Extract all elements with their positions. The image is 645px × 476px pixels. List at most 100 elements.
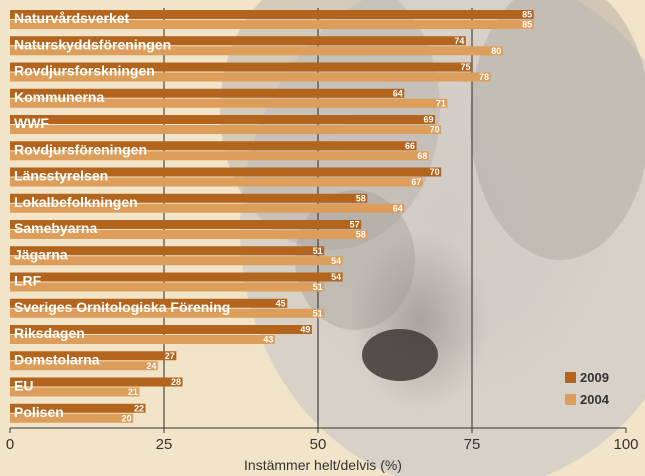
category-group: 74 80 Naturskyddsföreningen [10,36,503,56]
value-label-2009: 69 [424,115,434,125]
category-label: Polisen [14,404,64,420]
value-label-2009: 27 [165,351,175,361]
bar-2009 [10,298,288,308]
category-label: Rovdjursföreningen [14,141,147,157]
value-label-2009: 49 [300,325,310,335]
category-label: Samebyarna [14,220,97,236]
value-label-2009: 70 [430,167,440,177]
value-label-2009: 57 [350,220,360,230]
bar-2004 [10,20,534,29]
category-group: 64 71 Kommunerna [10,88,448,108]
bar-2009 [10,10,534,19]
category-group: 45 51 Sveriges Ornitologiska Förening [10,298,325,318]
bar-2004 [10,361,158,371]
bar-2009 [10,220,362,229]
bar-2004 [10,308,325,318]
value-label-2009: 74 [454,36,464,46]
bar-2009 [10,246,325,256]
category-label: Domstolarna [14,351,100,367]
x-tick-label: 100 [613,436,638,453]
value-label-2009: 66 [405,141,415,151]
x-axis: 0 25 50 75 100 [6,427,639,453]
category-label: Rovdjursforskningen [14,63,155,79]
bar-2004 [10,335,275,344]
legend-swatch-2009 [565,372,576,383]
category-group: 58 64 Lokalbefolkningen [10,193,405,213]
bar-2009 [10,377,183,387]
bar-2009 [10,62,472,72]
bar-2009 [10,272,343,282]
category-label: EU [14,378,33,394]
value-label-2004: 64 [393,203,403,213]
value-label-2009: 51 [313,246,323,256]
bar-2004 [10,151,429,161]
category-group: 28 21 EU [10,377,183,397]
bar-2004 [10,387,140,397]
value-label-2009: 54 [331,272,341,282]
category-label: WWF [14,115,49,131]
bar-2004 [10,177,423,187]
value-label-2004: 54 [331,256,341,266]
category-label: Länsstyrelsen [14,168,108,184]
legend-label-2004: 2004 [580,392,610,407]
value-label-2004: 58 [356,230,366,240]
value-label-2004: 24 [146,361,156,371]
x-tick-label: 25 [156,436,173,453]
bar-2004 [10,413,134,423]
bar-2009 [10,167,442,177]
value-label-2009: 28 [171,377,181,387]
bar-2009 [10,141,417,151]
value-label-2004: 70 [430,125,440,135]
bar-2004 [10,98,448,108]
category-label: Lokalbefolkningen [14,194,138,210]
value-label-2009: 85 [522,10,532,20]
bar-2009 [10,325,312,334]
bar-2009 [10,115,436,124]
value-label-2004: 68 [417,151,427,161]
value-label-2004: 80 [491,46,501,56]
bar-2004 [10,230,368,239]
category-group: 51 54 Jägarna [10,246,343,266]
value-label-2004: 71 [436,98,446,108]
value-label-2009: 58 [356,193,366,203]
category-group: 70 67 Länsstyrelsen [10,167,442,187]
value-label-2009: 75 [460,62,470,72]
value-label-2009: 45 [276,298,286,308]
bar-2004 [10,46,503,56]
x-tick-label: 50 [310,436,327,453]
category-label: Naturskyddsföreningen [14,36,171,52]
category-group: 27 24 Domstolarna [10,351,177,371]
category-group: 54 51 LRF [10,272,343,292]
bar-2004 [10,203,405,213]
value-label-2004: 67 [411,177,421,187]
bar-2004 [10,125,442,134]
x-axis-title: Instämmer helt/delvis (%) [244,457,402,473]
bar-2009 [10,403,146,413]
bar-2009 [10,88,405,98]
bar-2004 [10,72,491,82]
value-label-2009: 64 [393,88,403,98]
bar-2004 [10,282,325,292]
category-label: Jägarna [14,246,68,262]
category-label: Sveriges Ornitologiska Förening [14,299,230,315]
bar-2009 [10,36,466,46]
value-label-2004: 51 [313,308,323,318]
value-label-2004: 85 [522,20,532,30]
value-label-2004: 51 [313,282,323,292]
value-label-2004: 20 [122,413,132,423]
value-label-2009: 22 [134,403,144,413]
value-label-2004: 21 [128,387,138,397]
category-label: Riksdagen [14,325,85,341]
legend: 2009 2004 [565,370,610,407]
bar-2009 [10,351,177,361]
legend-swatch-2004 [565,394,576,405]
bar-2004 [10,256,343,266]
value-label-2004: 43 [263,335,273,345]
category-group: 75 78 Rovdjursforskningen [10,62,491,82]
